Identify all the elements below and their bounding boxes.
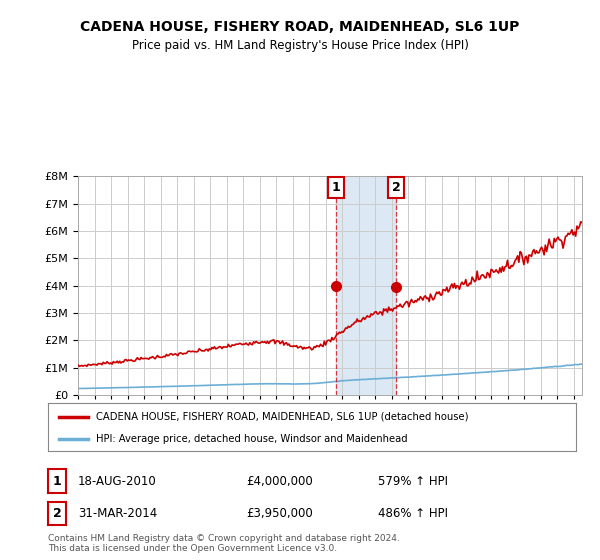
Text: Contains HM Land Registry data © Crown copyright and database right 2024.
This d: Contains HM Land Registry data © Crown c… — [48, 534, 400, 553]
Text: £4,000,000: £4,000,000 — [246, 474, 313, 488]
Text: 1: 1 — [53, 474, 61, 488]
Text: 2: 2 — [392, 181, 400, 194]
Text: HPI: Average price, detached house, Windsor and Maidenhead: HPI: Average price, detached house, Wind… — [95, 434, 407, 444]
Bar — [336, 176, 396, 395]
Text: £3,950,000: £3,950,000 — [246, 507, 313, 520]
Text: 2: 2 — [53, 507, 61, 520]
Text: CADENA HOUSE, FISHERY ROAD, MAIDENHEAD, SL6 1UP (detached house): CADENA HOUSE, FISHERY ROAD, MAIDENHEAD, … — [95, 412, 468, 422]
Text: 486% ↑ HPI: 486% ↑ HPI — [378, 507, 448, 520]
Text: 579% ↑ HPI: 579% ↑ HPI — [378, 474, 448, 488]
Text: 18-AUG-2010: 18-AUG-2010 — [78, 474, 157, 488]
Text: 31-MAR-2014: 31-MAR-2014 — [78, 507, 157, 520]
Text: 1: 1 — [332, 181, 341, 194]
Text: CADENA HOUSE, FISHERY ROAD, MAIDENHEAD, SL6 1UP: CADENA HOUSE, FISHERY ROAD, MAIDENHEAD, … — [80, 20, 520, 34]
Text: Price paid vs. HM Land Registry's House Price Index (HPI): Price paid vs. HM Land Registry's House … — [131, 39, 469, 52]
